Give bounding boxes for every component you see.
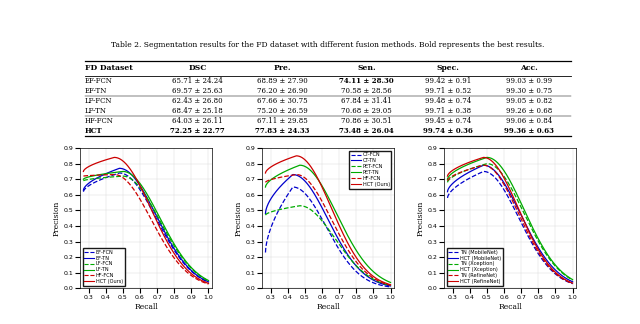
Text: 75.20 ± 26.59: 75.20 ± 26.59 [257,107,307,115]
Text: 64.03 ± 26.11: 64.03 ± 26.11 [173,117,223,125]
Text: 99.48 ± 0.74: 99.48 ± 0.74 [425,97,472,105]
Text: 99.71 ± 0.38: 99.71 ± 0.38 [425,107,471,115]
Text: 99.26 ± 0.68: 99.26 ± 0.68 [506,107,552,115]
Text: LF-TN: LF-TN [85,107,107,115]
X-axis label: Recall: Recall [134,303,158,311]
Text: Sen.: Sen. [357,64,376,72]
Y-axis label: Precision: Precision [234,201,243,236]
X-axis label: Recall: Recall [498,303,522,311]
Legend: CT-FCN, CT-TN, PET-FCN, PET-TN, HF-FCN, HCT (Ours): CT-FCN, CT-TN, PET-FCN, PET-TN, HF-FCN, … [349,151,392,189]
Legend: EF-FCN, EF-TN, LF-FCN, LF-TN, HF-FCN, HCT (Ours): EF-FCN, EF-TN, LF-FCN, LF-TN, HF-FCN, HC… [83,248,125,286]
X-axis label: Recall: Recall [316,303,340,311]
Text: 62.43 ± 26.80: 62.43 ± 26.80 [173,97,223,105]
Text: 76.20 ± 26.90: 76.20 ± 26.90 [257,87,307,95]
Text: HCT: HCT [85,127,102,135]
Text: 99.05 ± 0.82: 99.05 ± 0.82 [506,97,552,105]
Text: 70.86 ± 30.51: 70.86 ± 30.51 [341,117,392,125]
Text: 99.42 ± 0.91: 99.42 ± 0.91 [425,77,472,85]
Text: Pre.: Pre. [273,64,291,72]
Text: DSC: DSC [189,64,207,72]
Text: 99.03 ± 0.99: 99.03 ± 0.99 [506,77,552,85]
Text: Acc.: Acc. [520,64,538,72]
Text: EF-TN: EF-TN [85,87,108,95]
Text: Table 2. Segmentation results for the FD dataset with different fusion methods. : Table 2. Segmentation results for the FD… [111,41,545,49]
Text: 67.66 ± 30.75: 67.66 ± 30.75 [257,97,307,105]
Text: 99.71 ± 0.52: 99.71 ± 0.52 [425,87,472,95]
Legend: TN (MobileNet), HCT (MobileNet), TN (Xception), HCT (Xception), TN (RefineNet), : TN (MobileNet), HCT (MobileNet), TN (Xce… [447,248,502,286]
Text: 99.30 ± 0.75: 99.30 ± 0.75 [506,87,552,95]
Text: Spec.: Spec. [437,64,460,72]
Text: 77.83 ± 24.33: 77.83 ± 24.33 [255,127,309,135]
Text: 68.47 ± 25.18: 68.47 ± 25.18 [172,107,223,115]
Text: 72.25 ± 22.77: 72.25 ± 22.77 [170,127,225,135]
Y-axis label: Precision: Precision [417,201,424,236]
Text: 99.36 ± 0.63: 99.36 ± 0.63 [504,127,554,135]
Text: FD Dataset: FD Dataset [85,64,133,72]
Text: 99.06 ± 0.84: 99.06 ± 0.84 [506,117,552,125]
Text: 70.58 ± 28.56: 70.58 ± 28.56 [341,87,392,95]
Y-axis label: Precision: Precision [52,201,60,236]
Text: EF-FCN: EF-FCN [85,77,113,85]
Text: 67.11 ± 29.85: 67.11 ± 29.85 [257,117,307,125]
Text: 74.11 ± 28.30: 74.11 ± 28.30 [339,77,394,85]
Text: 67.84 ± 31.41: 67.84 ± 31.41 [341,97,392,105]
Text: 99.74 ± 0.36: 99.74 ± 0.36 [423,127,473,135]
Text: HF-FCN: HF-FCN [85,117,114,125]
Text: 68.89 ± 27.90: 68.89 ± 27.90 [257,77,307,85]
Text: 65.71 ± 24.24: 65.71 ± 24.24 [172,77,223,85]
Text: LF-FCN: LF-FCN [85,97,113,105]
Text: 99.45 ± 0.74: 99.45 ± 0.74 [425,117,472,125]
Text: 70.68 ± 29.05: 70.68 ± 29.05 [341,107,392,115]
Text: 69.57 ± 25.63: 69.57 ± 25.63 [173,87,223,95]
Text: 73.48 ± 26.04: 73.48 ± 26.04 [339,127,394,135]
